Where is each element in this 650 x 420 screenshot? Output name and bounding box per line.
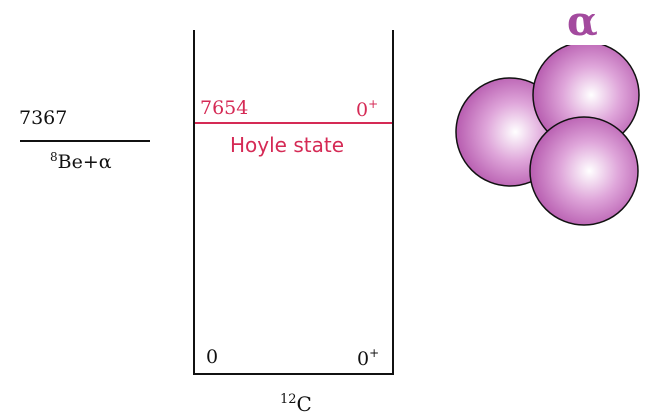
threshold-channel-label: 8Be+α — [50, 150, 112, 173]
ground-spin-parity: 0+ — [357, 346, 379, 370]
nucleus-mass-number: 12 — [280, 392, 297, 407]
alpha-symbol: α — [567, 0, 598, 45]
threshold-level-line — [20, 140, 150, 142]
alpha-cluster-illustration — [455, 45, 640, 226]
hoyle-energy-label: 7654 — [200, 97, 249, 119]
level-scheme-box — [193, 30, 394, 375]
hoyle-level-line — [195, 122, 392, 124]
alpha-sphere-bottom — [529, 116, 639, 226]
ground-spin: 0 — [357, 348, 370, 370]
hoyle-parity: + — [368, 97, 379, 111]
hoyle-spin: 0 — [356, 99, 369, 121]
threshold-energy-label: 7367 — [19, 107, 68, 129]
ground-parity: + — [369, 346, 380, 360]
hoyle-state-name: Hoyle state — [230, 133, 344, 157]
threshold-mass-number: 8 — [50, 150, 58, 164]
nucleus-label: 12C — [280, 392, 312, 416]
nucleus-symbol: C — [296, 392, 312, 416]
ground-energy-label: 0 — [206, 346, 219, 368]
hoyle-spin-parity: 0+ — [356, 97, 378, 121]
threshold-channel-text: Be+α — [57, 151, 112, 173]
